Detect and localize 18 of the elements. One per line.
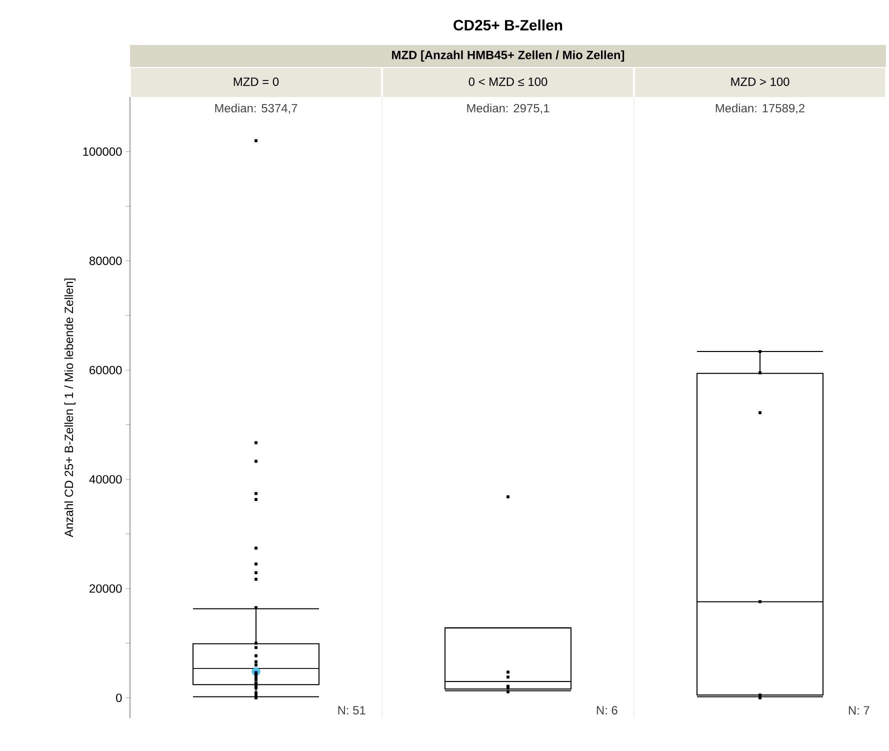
annotation: N: 51	[338, 706, 366, 714]
annotation: Median: 5374,7	[215, 104, 298, 114]
y-tick-label: 80000	[90, 256, 122, 266]
x-tick-label: MZD = 0	[234, 78, 279, 86]
y-tick-label: 0	[116, 694, 122, 702]
annotation: Median: 17589,2	[716, 104, 804, 114]
x-tick-label: MZD > 100	[731, 78, 790, 86]
y-tick-label: 60000	[90, 366, 122, 374]
y-tick-label: 20000	[90, 584, 122, 593]
y-tick-label: 100000	[83, 147, 122, 156]
annotation: N: 6	[596, 706, 618, 714]
annotation: Median: 2975,1	[467, 104, 550, 114]
y-tick-label: 40000	[89, 475, 122, 484]
chart-title: CD25+ B-Zellen	[454, 20, 562, 30]
annotation: N: 7	[848, 706, 870, 714]
y-axis-title: Anzahl CD 25+ B-Zellen [ 1 / Mio lebende Zellen]	[64, 278, 76, 538]
x-axis-title: MZD [Anzahl HMB45+ Zellen / Mio Zellen]	[392, 50, 624, 62]
x-tick-label: 0 < MZD ≤ 100	[468, 78, 548, 86]
